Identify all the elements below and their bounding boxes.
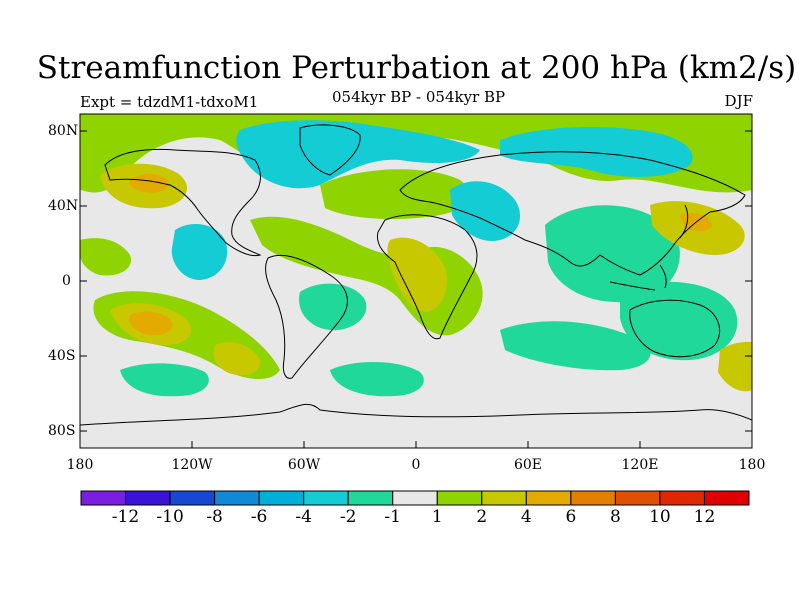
contour-neg-asia-outer bbox=[545, 205, 680, 303]
xtick-label-180w: 180 bbox=[66, 457, 94, 473]
xtick-label-120w: 120W bbox=[171, 457, 213, 473]
contour-neg-greenland bbox=[236, 120, 480, 189]
colorbar-swatch bbox=[392, 490, 438, 506]
contour-neg-pacific-tropical bbox=[171, 224, 228, 280]
colorbar-label: -6 bbox=[250, 507, 268, 527]
contour-pos-pacific-east bbox=[80, 238, 131, 276]
contour-neg-australia-outer bbox=[620, 281, 738, 361]
coastlines bbox=[80, 124, 752, 426]
colorbar-swatch bbox=[214, 490, 260, 506]
colorbar-label: -4 bbox=[295, 507, 312, 527]
colorbar-swatch bbox=[303, 490, 349, 506]
contour-pos-tasman bbox=[718, 341, 752, 392]
colorbar-swatch bbox=[258, 490, 305, 506]
xtick-label-180e: 180 bbox=[738, 457, 766, 473]
colorbar-label: 8 bbox=[609, 507, 621, 527]
xtick-label-60e: 60E bbox=[513, 457, 543, 473]
colorbar-label: 10 bbox=[649, 507, 671, 527]
contour-pos3-alaska bbox=[129, 174, 169, 193]
colorbar-swatch bbox=[703, 490, 750, 506]
plot-title: Streamfunction Perturbation at 200 hPa (… bbox=[36, 50, 797, 86]
coast-japan bbox=[679, 204, 689, 239]
colorbar-label: -8 bbox=[206, 507, 223, 527]
colorbar-swatch bbox=[125, 490, 171, 506]
experiment-label: Expt = tdzdM1-tdxoM1 bbox=[80, 93, 259, 111]
contour-pos-south-america-south bbox=[213, 342, 261, 376]
contour-neg-south-atlantic-high bbox=[330, 361, 424, 397]
colorbar-label: 2 bbox=[476, 507, 488, 527]
colorbar-label: -2 bbox=[339, 507, 357, 527]
ytick-label-40n: 40N bbox=[48, 198, 79, 214]
colorbar-swatch bbox=[525, 490, 572, 506]
xtick-label-60w: 60W bbox=[287, 457, 321, 473]
map-field bbox=[80, 114, 752, 448]
colorbar-swatch bbox=[659, 490, 705, 506]
colorbar-label: -1 bbox=[384, 507, 401, 527]
contour-neg-south-atlantic-outer bbox=[299, 283, 367, 331]
ytick-label-80n: 80N bbox=[48, 123, 79, 139]
colorbar-swatch bbox=[169, 490, 216, 506]
colorbar-swatch bbox=[436, 490, 483, 506]
contour-pos2-africa bbox=[387, 237, 448, 312]
coast-antarctica bbox=[80, 403, 752, 426]
ytick-label-40s: 40S bbox=[48, 348, 76, 364]
colorbar-label: 1 bbox=[431, 507, 443, 527]
colorbar-label: 4 bbox=[520, 507, 532, 527]
coast-indonesia bbox=[609, 264, 667, 291]
contour-pos-europe bbox=[320, 169, 469, 220]
colorbar-swatch bbox=[80, 490, 127, 506]
coast-north-america bbox=[104, 148, 262, 257]
colorbar bbox=[80, 490, 750, 506]
contour-neg-southern-indian bbox=[500, 321, 651, 371]
xtick-label-0: 0 bbox=[411, 457, 421, 473]
colorbar-label: -12 bbox=[111, 507, 140, 527]
contour-neg-south-pacific-high bbox=[120, 363, 209, 397]
colorbar-label: 6 bbox=[565, 507, 577, 527]
coast-south-america bbox=[265, 254, 348, 379]
colorbar-label: -10 bbox=[156, 507, 184, 527]
colorbar-swatch bbox=[481, 490, 527, 506]
contour-neg-arabia bbox=[450, 181, 520, 241]
ytick-label-0: 0 bbox=[62, 273, 71, 289]
colorbar-swatch bbox=[614, 490, 661, 506]
contour-neg-siberia bbox=[500, 127, 693, 177]
colorbar-swatch bbox=[570, 490, 616, 506]
xtick-label-120e: 120E bbox=[621, 457, 659, 473]
coast-australia bbox=[629, 299, 720, 358]
ytick-label-80s: 80S bbox=[48, 423, 76, 439]
colorbar-label: 12 bbox=[693, 507, 716, 527]
axis-ticks bbox=[80, 130, 752, 448]
coast-africa bbox=[376, 214, 478, 340]
colorbar-swatch bbox=[347, 490, 394, 506]
coast-greenland bbox=[299, 124, 361, 176]
subtitle-label: 054kyr BP - 054kyr BP bbox=[332, 88, 506, 106]
coast-eurasia bbox=[399, 151, 746, 276]
season-label: DJF bbox=[724, 92, 753, 110]
contour-pos3-south-pacific bbox=[128, 311, 173, 336]
